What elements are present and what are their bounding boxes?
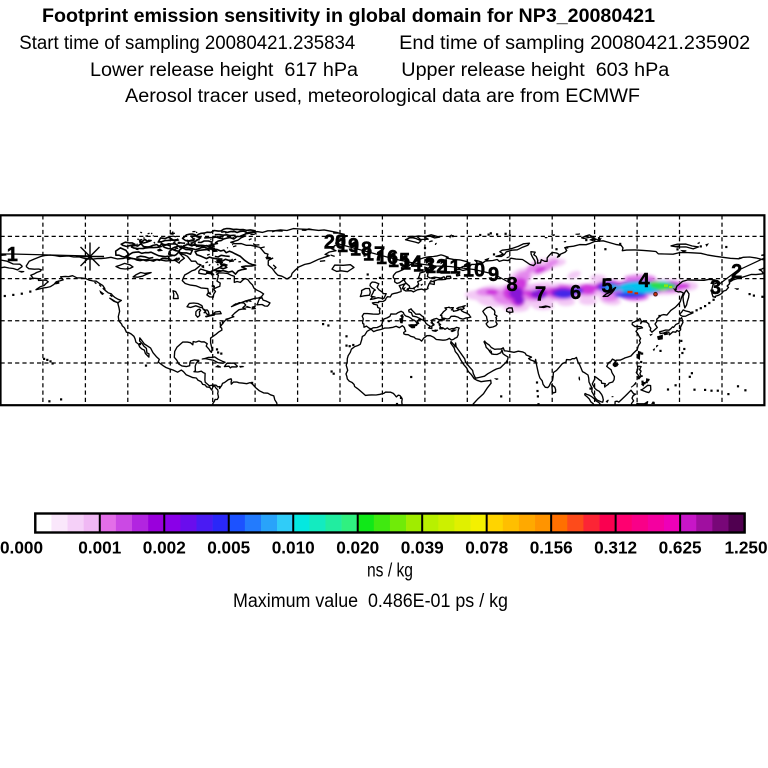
svg-text:Aerosol tracer used, meteorolo: Aerosol tracer used, meteorological data…	[125, 86, 640, 107]
svg-text:14: 14	[400, 253, 423, 275]
svg-text:Start time of sampling 2008042: Start time of sampling 20080421.235834	[19, 33, 355, 54]
svg-text:4: 4	[638, 270, 650, 292]
svg-text:Upper release height 603 hPa: Upper release height 603 hPa	[401, 60, 669, 81]
svg-text:19: 19	[337, 235, 359, 257]
svg-text:11: 11	[439, 257, 460, 279]
svg-text:0.078: 0.078	[465, 538, 508, 558]
svg-text:6: 6	[570, 282, 581, 304]
svg-text:Footprint emission sensitivity: Footprint emission sensitivity in global…	[42, 6, 655, 27]
svg-text:9: 9	[488, 264, 499, 286]
svg-text:Maximum value 0.486E-01 ps /: Maximum value 0.486E-01 ps / kg	[233, 591, 508, 612]
svg-text:12: 12	[425, 256, 447, 278]
svg-text:3: 3	[710, 277, 721, 299]
svg-text:End time of sampling 20080421.: End time of sampling 20080421.235902	[399, 33, 750, 54]
svg-text:0.020: 0.020	[336, 538, 379, 558]
svg-text:1: 1	[7, 244, 18, 266]
svg-text:Lower release height 617 hPa: Lower release height 617 hPa	[90, 60, 358, 81]
svg-text:15: 15	[388, 250, 410, 272]
svg-text:5: 5	[601, 276, 612, 298]
svg-text:0.156: 0.156	[530, 538, 573, 558]
svg-text:8: 8	[506, 274, 517, 296]
svg-text:0.625: 0.625	[659, 538, 702, 558]
svg-text:0.010: 0.010	[272, 538, 315, 558]
svg-text:0.005: 0.005	[207, 538, 250, 558]
svg-text:17: 17	[363, 244, 385, 266]
svg-text:7: 7	[535, 284, 546, 306]
svg-text:0.039: 0.039	[401, 538, 444, 558]
svg-text:13: 13	[413, 255, 435, 277]
svg-text:10: 10	[463, 260, 485, 282]
svg-text:0.312: 0.312	[594, 538, 637, 558]
svg-text:20: 20	[324, 232, 346, 254]
svg-text:1.250: 1.250	[725, 538, 768, 558]
svg-text:16: 16	[376, 247, 398, 269]
svg-text:ns / kg: ns / kg	[367, 561, 413, 582]
svg-text:0.002: 0.002	[143, 538, 186, 558]
svg-text:2: 2	[731, 261, 742, 283]
svg-text:0.000: 0.000	[0, 538, 43, 558]
svg-text:0.001: 0.001	[78, 538, 121, 558]
svg-text:18: 18	[350, 239, 372, 261]
